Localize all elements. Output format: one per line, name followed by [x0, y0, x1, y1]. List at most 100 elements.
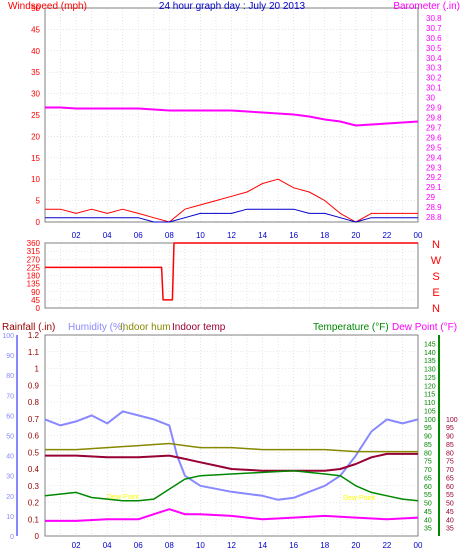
- dewpoint-tick-label: 95: [446, 425, 454, 432]
- x-tick-label: 18: [320, 541, 329, 550]
- dewpoint-tick-label: 85: [446, 442, 454, 449]
- x-tick-label: 00: [414, 541, 423, 550]
- y-right-tick-label: 30.8: [426, 14, 442, 23]
- chart-title: 24 hour graph day : July 20 2013: [159, 1, 306, 12]
- series-barometer: [45, 106, 419, 127]
- temperature-tick-label: 60: [424, 484, 432, 491]
- y-right-tick-label: 28.9: [426, 203, 442, 212]
- series-indoor-temp: [45, 452, 418, 472]
- dewpoint-tick-label: 70: [446, 467, 454, 474]
- temperature-tick-label: 70: [424, 467, 432, 474]
- y-tick-label: 45: [31, 25, 40, 34]
- humidity-tick-label: 80: [6, 373, 14, 380]
- y-right-tick-label: 30.1: [426, 84, 442, 93]
- rain-tick-label: 0.8: [28, 398, 40, 407]
- x-tick-label: 16: [289, 231, 298, 240]
- rain-tick-label: 0.5: [28, 448, 40, 457]
- dewpoint-annotation: Dew Point: [343, 495, 375, 502]
- x-tick-label: 00: [414, 231, 423, 240]
- panels: 0510152025303540455028.828.92929.129.229…: [2, 1, 460, 550]
- dewpoint-tick-label: 50: [446, 501, 454, 508]
- y-tick-label: 30: [31, 90, 40, 99]
- y-right-tick-label: 29.4: [426, 153, 442, 162]
- y-right-tick-label: 29.5: [426, 143, 442, 152]
- series-wind-direction: [45, 242, 418, 301]
- legend-indoor-hum: Indoor hum: [120, 322, 171, 333]
- rain-tick-label: 0: [35, 532, 40, 541]
- x-tick-label: 04: [103, 231, 112, 240]
- x-tick-label: 14: [258, 541, 267, 550]
- series-temperature: [44, 469, 419, 502]
- temperature-tick-label: 80: [424, 450, 432, 457]
- humidity-tick-label: 100: [2, 333, 14, 340]
- temperature-tick-label: 105: [424, 408, 436, 415]
- legend-dew-point: Dew Point (°F): [392, 322, 457, 333]
- dewpoint-tick-label: 40: [446, 517, 454, 524]
- panel-1-frame: [44, 7, 419, 223]
- x-tick-label: 06: [134, 541, 143, 550]
- temperature-tick-label: 45: [424, 509, 432, 516]
- rain-tick-label: 0.6: [28, 432, 40, 441]
- y-right-tick-label: 28.8: [426, 213, 442, 222]
- series-dew-point: [45, 508, 419, 522]
- y-tick-label: 25: [31, 111, 40, 120]
- rain-tick-label: 0.3: [28, 482, 40, 491]
- y-tick-label: 5: [36, 197, 41, 206]
- x-tick-label: 10: [196, 541, 205, 550]
- x-tick-label: 14: [258, 231, 267, 240]
- x-tick-label: 02: [72, 231, 81, 240]
- y-tick-label: 15: [31, 154, 40, 163]
- temperature-tick-label: 140: [424, 350, 436, 357]
- dewpoint-tick-label: 80: [446, 450, 454, 457]
- temperature-tick-label: 115: [424, 392, 435, 399]
- rain-tick-label: 0.9: [28, 381, 40, 390]
- y-tick-label: 0: [36, 218, 41, 227]
- temperature-tick-label: 110: [424, 400, 435, 407]
- humidity-tick-label: 40: [6, 454, 14, 461]
- y-tick-label: 35: [31, 68, 40, 77]
- x-tick-label: 20: [351, 231, 360, 240]
- y-tick-label: 135: [27, 280, 41, 289]
- y-right-tick-label: 30.7: [426, 24, 442, 33]
- rain-tick-label: 0.2: [28, 499, 40, 508]
- y-right-tick-label: 30: [426, 94, 435, 103]
- rain-tick-label: 1: [35, 365, 40, 374]
- temperature-tick-label: 35: [424, 526, 432, 533]
- temperature-tick-label: 130: [424, 367, 436, 374]
- temperature-tick-label: 50: [424, 501, 432, 508]
- y-axis-label-right: Barometer (.in): [393, 1, 460, 12]
- humidity-tick-label: 30: [6, 474, 14, 481]
- temperature-tick-label: 120: [424, 383, 436, 390]
- x-tick-label: 18: [320, 231, 329, 240]
- direction-letter: S: [432, 271, 439, 283]
- y-right-tick-label: 29.7: [426, 123, 442, 132]
- rain-tick-label: 0.4: [28, 465, 40, 474]
- x-tick-label: 06: [134, 231, 143, 240]
- humidity-tick-label: 50: [6, 434, 14, 441]
- x-tick-label: 04: [103, 541, 112, 550]
- y-right-tick-label: 29.9: [426, 104, 442, 113]
- humidity-tick-label: 60: [6, 413, 14, 420]
- y-right-tick-label: 30.6: [426, 34, 442, 43]
- humidity-tick-label: 90: [6, 353, 14, 360]
- y-right-tick-label: 30.4: [426, 54, 442, 63]
- rain-tick-label: 0.1: [28, 515, 40, 524]
- temperature-tick-label: 145: [424, 341, 436, 348]
- rain-tick-label: 1.2: [28, 331, 40, 340]
- y-tick-label: 45: [31, 296, 40, 305]
- dewpoint-tick-label: 100: [446, 417, 458, 424]
- y-right-tick-label: 29.6: [426, 133, 442, 142]
- temperature-tick-label: 100: [424, 417, 436, 424]
- temperature-tick-label: 135: [424, 358, 436, 365]
- x-tick-label: 22: [382, 231, 391, 240]
- temperature-tick-label: 40: [424, 517, 432, 524]
- x-tick-label: 08: [165, 231, 174, 240]
- dewpoint-tick-label: 55: [446, 492, 454, 499]
- dewpoint-tick-label: 35: [446, 526, 454, 533]
- y-axis-label-left: Windspeed (mph): [8, 1, 87, 12]
- dewpoint-annotation: Dew Point: [107, 494, 139, 501]
- y-tick-label: 225: [27, 263, 41, 272]
- y-tick-label: 10: [31, 175, 40, 184]
- x-tick-label: 20: [351, 541, 360, 550]
